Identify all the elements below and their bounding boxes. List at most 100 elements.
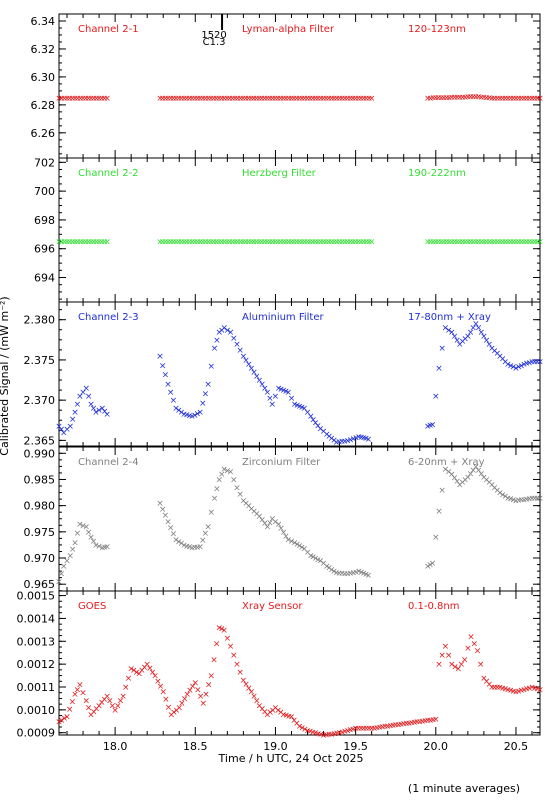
data-point: × xyxy=(346,726,354,736)
data-point: × xyxy=(336,729,344,739)
data-point: × xyxy=(413,718,421,728)
data-point: × xyxy=(101,94,109,104)
data-point: × xyxy=(93,94,101,104)
data-point: × xyxy=(293,719,301,729)
data-point: × xyxy=(493,683,501,693)
data-point: × xyxy=(106,697,114,707)
data-point: × xyxy=(258,94,266,104)
data-point: × xyxy=(63,713,71,723)
data-point: × xyxy=(459,93,467,103)
data-point: × xyxy=(79,689,87,699)
data-point: × xyxy=(92,541,100,551)
data-point: × xyxy=(491,94,499,104)
data-point: × xyxy=(344,238,352,248)
data-point: × xyxy=(229,94,237,104)
data-point: × xyxy=(288,537,296,547)
data-point: × xyxy=(306,238,314,248)
data-point: × xyxy=(268,400,276,410)
x-tick-label: 20.0 xyxy=(424,740,449,753)
data-point: × xyxy=(76,681,84,691)
data-point: × xyxy=(395,720,403,730)
y-tick-label: 702 xyxy=(34,156,55,169)
data-point: × xyxy=(338,437,346,447)
data-point: × xyxy=(341,437,349,447)
data-point: × xyxy=(534,685,542,695)
data-point: × xyxy=(488,481,496,491)
data-point: × xyxy=(507,238,515,248)
data-point: × xyxy=(210,238,218,248)
data-point: × xyxy=(355,432,363,442)
data-point: × xyxy=(93,704,101,714)
data-point: × xyxy=(325,564,333,574)
data-point: × xyxy=(448,660,456,670)
data-point: × xyxy=(233,660,241,670)
data-point: × xyxy=(82,384,90,394)
data-point: × xyxy=(82,238,90,248)
data-point: × xyxy=(438,651,446,661)
data-point: × xyxy=(355,567,363,577)
data-point: × xyxy=(301,725,309,735)
data-point: × xyxy=(477,660,485,670)
data-point: × xyxy=(296,541,304,551)
data-point: × xyxy=(355,724,363,734)
data-point: × xyxy=(325,730,333,740)
data-point: × xyxy=(167,94,175,104)
data-point: × xyxy=(338,238,346,248)
data-point: × xyxy=(335,569,343,579)
data-point: × xyxy=(368,724,376,734)
y-tick-label: 0.0009 xyxy=(17,727,56,740)
data-point: × xyxy=(210,94,218,104)
data-point: × xyxy=(526,358,534,368)
data-point: × xyxy=(323,430,331,440)
data-point: × xyxy=(520,685,528,695)
data-point: × xyxy=(518,238,526,248)
data-point: × xyxy=(464,93,472,103)
data-point: × xyxy=(240,676,248,686)
data-point: × xyxy=(317,238,325,248)
data-point: × xyxy=(330,729,338,739)
data-point: × xyxy=(240,352,248,362)
data-point: × xyxy=(485,478,493,488)
data-point: × xyxy=(213,485,221,495)
data-point: × xyxy=(493,486,501,496)
data-point: × xyxy=(472,238,480,248)
data-point: × xyxy=(242,680,250,690)
data-point: × xyxy=(266,394,274,404)
data-point: × xyxy=(435,238,443,248)
data-point: × xyxy=(306,94,314,104)
data-point: × xyxy=(528,94,536,104)
data-point: × xyxy=(207,94,215,104)
data-point: × xyxy=(346,94,354,104)
data-point: × xyxy=(82,94,90,104)
y-tick-label: 2.375 xyxy=(24,354,56,367)
data-point: × xyxy=(63,425,71,435)
data-point: × xyxy=(188,238,196,248)
data-point: × xyxy=(224,634,232,644)
data-point: × xyxy=(512,364,520,374)
data-point: × xyxy=(411,718,419,728)
data-point: × xyxy=(523,238,531,248)
y-tick-label: 2.380 xyxy=(24,314,56,327)
data-point: × xyxy=(202,94,210,104)
data-point: × xyxy=(523,94,531,104)
data-point: × xyxy=(60,562,68,572)
data-point: × xyxy=(464,473,472,483)
data-point: × xyxy=(341,569,349,579)
data-point: × xyxy=(333,238,341,248)
data-point: × xyxy=(253,372,261,382)
data-point: × xyxy=(87,94,95,104)
data-point: × xyxy=(365,435,373,445)
data-point: × xyxy=(320,427,328,437)
data-point: × xyxy=(338,569,346,579)
data-point: × xyxy=(170,94,178,104)
data-point: × xyxy=(472,92,480,102)
data-point: × xyxy=(237,94,245,104)
data-point: × xyxy=(236,346,244,356)
panel-frame xyxy=(58,590,541,736)
data-point: × xyxy=(477,469,485,479)
data-point: × xyxy=(531,684,539,694)
data-point: × xyxy=(280,528,288,538)
data-point: × xyxy=(175,704,183,714)
data-point: × xyxy=(266,519,274,529)
data-point: × xyxy=(526,94,534,104)
